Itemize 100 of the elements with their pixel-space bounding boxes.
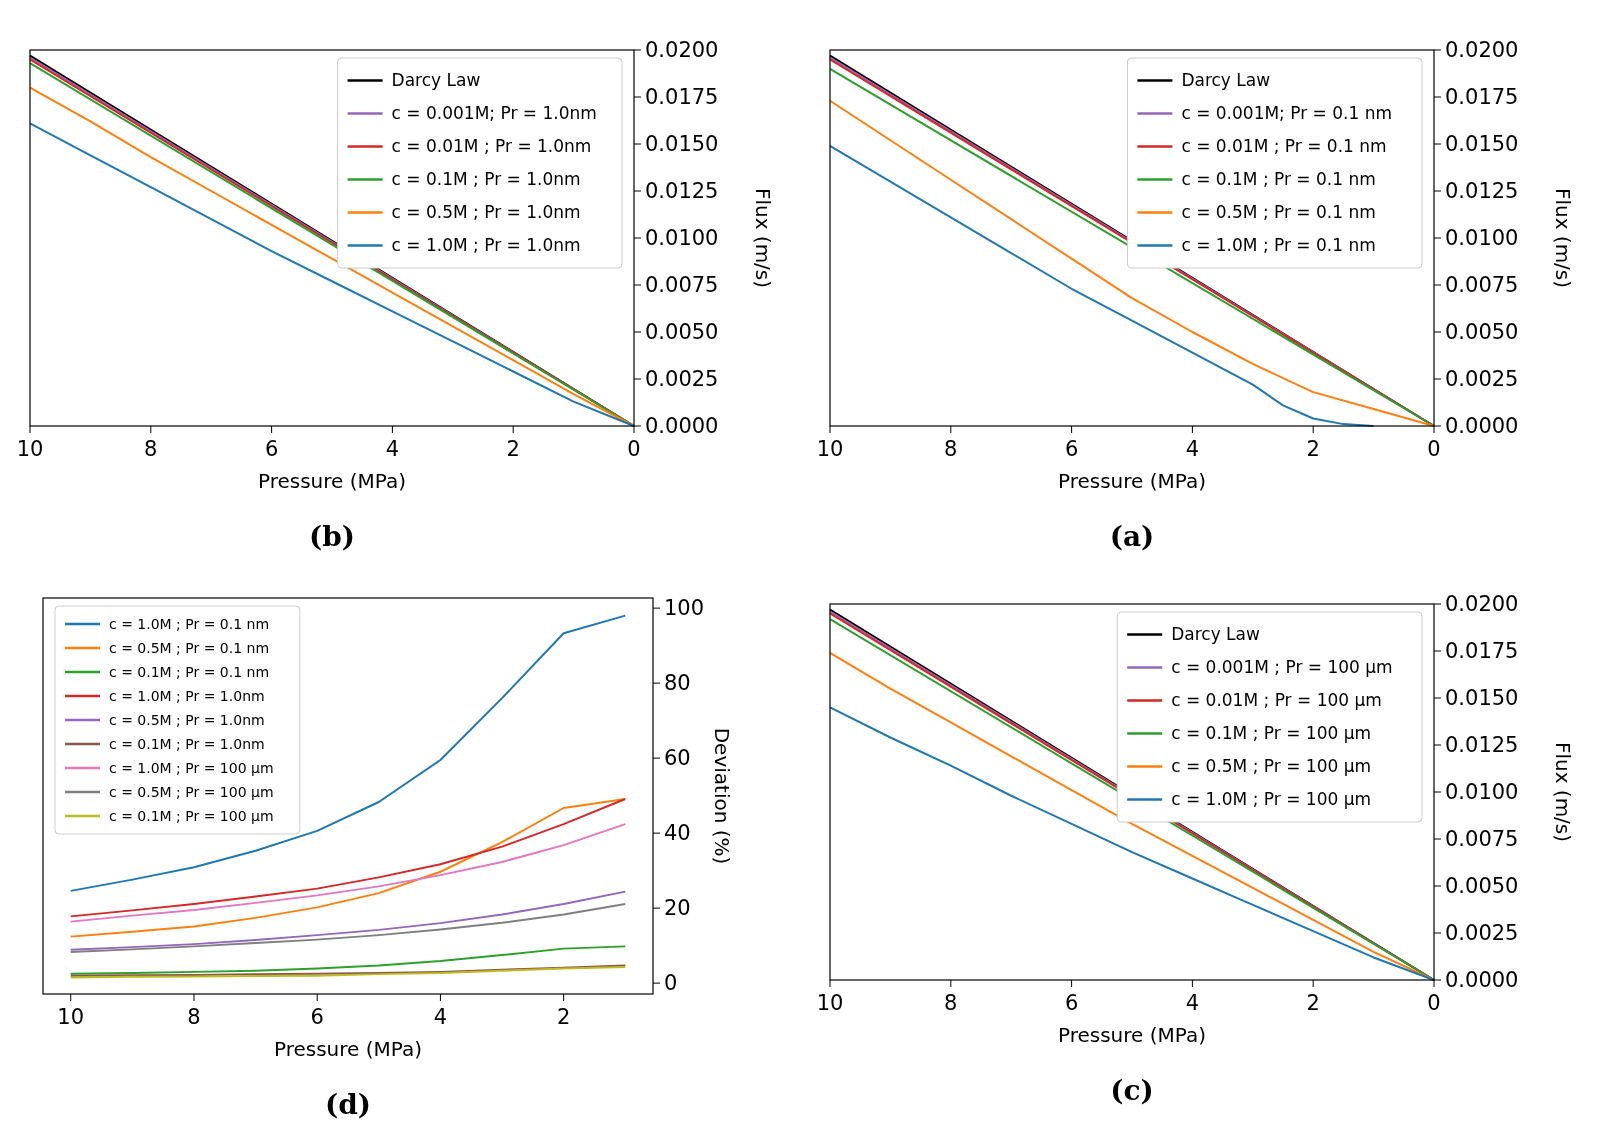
legend-label: c = 0.1M ; Pr = 1.0nm [109, 735, 265, 752]
x-axis-title: Pressure (MPa) [1057, 1023, 1207, 1047]
legend-label: c = 1.0M ; Pr = 0.1 nm [1181, 235, 1376, 256]
y-tick-label: 40 [664, 821, 691, 846]
legend-label: c = 0.5M ; Pr = 0.1 nm [109, 639, 270, 656]
y-tick-label: 0.0025 [645, 367, 719, 391]
legend-label: c = 0.01M ; Pr = 1.0nm [391, 136, 592, 157]
x-tick-label: 4 [1185, 437, 1200, 461]
legend-label: c = 1.0M ; Pr = 100 µm [109, 759, 274, 776]
y-tick-label: 0.0025 [1445, 921, 1519, 945]
line-series [69, 823, 627, 923]
legend-label: c = 0.1M ; Pr = 100 µm [109, 807, 274, 824]
x-tick-label: 4 [385, 437, 400, 461]
legend-label: c = 0.5M ; Pr = 1.0nm [109, 711, 265, 728]
legend-label: c = 1.0M ; Pr = 1.0nm [391, 235, 581, 256]
x-axis-title: Pressure (MPa) [1057, 469, 1207, 493]
legend-label: c = 0.001M; Pr = 1.0nm [391, 103, 597, 124]
legend-label: Darcy Law [391, 70, 481, 91]
x-tick-label: 6 [310, 1005, 324, 1029]
x-tick-label: 10 [57, 1005, 85, 1029]
x-tick-label: 0 [627, 437, 641, 461]
legend-label: c = 0.01M ; Pr = 0.1 nm [1181, 136, 1387, 157]
x-tick-label: 8 [187, 1005, 201, 1029]
line-series [69, 890, 627, 951]
y-axis-title: Flux (m/s) [1551, 187, 1575, 289]
x-axis-title: Pressure (MPa) [257, 469, 407, 493]
y-tick-label: 0.0075 [1445, 273, 1519, 297]
y-tick-label: 0.0200 [1445, 592, 1519, 616]
x-tick-label: 6 [264, 437, 279, 461]
x-tick-label: 4 [1185, 991, 1200, 1015]
y-tick-label: 0.0000 [645, 414, 719, 438]
y-tick-label: 0.0100 [645, 226, 719, 250]
legend-label: c = 0.1M ; Pr = 100 µm [1171, 723, 1372, 744]
y-tick-label: 0.0150 [1445, 132, 1519, 156]
text: (b) [308, 520, 356, 553]
x-tick-label: 8 [144, 437, 158, 461]
x-tick-label: 6 [1064, 437, 1079, 461]
legend-label: c = 0.001M ; Pr = 100 µm [1171, 657, 1393, 678]
x-axis-title: Pressure (MPa) [273, 1037, 423, 1061]
legend-label: c = 0.01M ; Pr = 100 µm [1171, 690, 1382, 711]
legend-label: c = 1.0M ; Pr = 1.0nm [109, 687, 265, 704]
legend-label: c = 0.5M ; Pr = 1.0nm [391, 202, 581, 223]
y-tick-label: 0.0050 [1445, 320, 1519, 344]
y-tick-label: 0.0175 [645, 85, 719, 109]
legend-label: c = 0.5M ; Pr = 100 µm [1171, 756, 1372, 777]
y-tick-label: 0.0075 [645, 273, 719, 297]
y-axis-title: Deviation (%) [710, 727, 734, 865]
x-tick-label: 6 [1064, 991, 1079, 1015]
line-series [69, 614, 627, 892]
line-series [69, 945, 627, 975]
y-tick-label: 0.0200 [645, 38, 719, 62]
legend-label: c = 0.1M ; Pr = 0.1 nm [109, 663, 270, 680]
y-tick-label: 0.0175 [1445, 639, 1519, 663]
legend-label: c = 0.5M ; Pr = 100 µm [109, 783, 274, 800]
line-series [69, 903, 627, 953]
x-tick-label: 10 [16, 437, 44, 461]
y-tick-label: 0.0125 [645, 179, 719, 203]
y-tick-label: 0.0000 [1445, 968, 1519, 992]
y-tick-label: 80 [664, 671, 691, 696]
x-tick-label: 0 [1427, 991, 1441, 1015]
y-tick-label: 0.0000 [1445, 414, 1519, 438]
y-tick-label: 0 [664, 971, 678, 996]
legend-label: c = 0.5M ; Pr = 0.1 nm [1181, 202, 1376, 223]
y-axis-title: Flux (m/s) [751, 187, 775, 289]
x-tick-label: 2 [1306, 991, 1320, 1015]
y-tick-label: 0.0150 [1445, 686, 1519, 710]
x-tick-label: 8 [944, 991, 958, 1015]
y-tick-label: 0.0075 [1445, 827, 1519, 851]
y-tick-label: 0.0150 [645, 132, 719, 156]
y-tick-label: 0.0100 [1445, 226, 1519, 250]
y-tick-label: 100 [664, 596, 705, 621]
y-tick-label: 0.0125 [1445, 733, 1519, 757]
x-tick-label: 2 [556, 1005, 571, 1029]
y-tick-label: 0.0125 [1445, 179, 1519, 203]
legend-label: c = 0.1M ; Pr = 1.0nm [391, 169, 581, 190]
y-tick-label: 60 [664, 746, 691, 771]
x-tick-label: 10 [816, 437, 844, 461]
y-tick-label: 0.0025 [1445, 367, 1519, 391]
y-tick-label: 0.0175 [1445, 85, 1519, 109]
legend-label: c = 0.001M; Pr = 0.1 nm [1181, 103, 1393, 124]
x-tick-label: 0 [1427, 437, 1441, 461]
text: (d) [324, 1088, 372, 1121]
y-tick-label: 0.0050 [1445, 874, 1519, 898]
legend-label: c = 1.0M ; Pr = 100 µm [1171, 789, 1372, 810]
x-tick-label: 2 [1306, 437, 1320, 461]
x-tick-label: 4 [433, 1005, 448, 1029]
x-tick-label: 8 [944, 437, 958, 461]
legend-label: Darcy Law [1181, 70, 1271, 91]
x-tick-label: 10 [816, 991, 844, 1015]
text: (a) [1109, 520, 1155, 553]
y-tick-label: 0.0100 [1445, 780, 1519, 804]
y-tick-label: 0.0050 [645, 320, 719, 344]
legend-label: Darcy Law [1171, 624, 1261, 645]
legend-label: c = 0.1M ; Pr = 0.1 nm [1181, 169, 1376, 190]
y-tick-label: 20 [664, 896, 691, 921]
y-tick-label: 0.0200 [1445, 38, 1519, 62]
text: (c) [1110, 1074, 1154, 1107]
legend-label: c = 1.0M ; Pr = 0.1 nm [109, 615, 270, 632]
y-axis-title: Flux (m/s) [1551, 741, 1575, 843]
x-tick-label: 2 [506, 437, 520, 461]
